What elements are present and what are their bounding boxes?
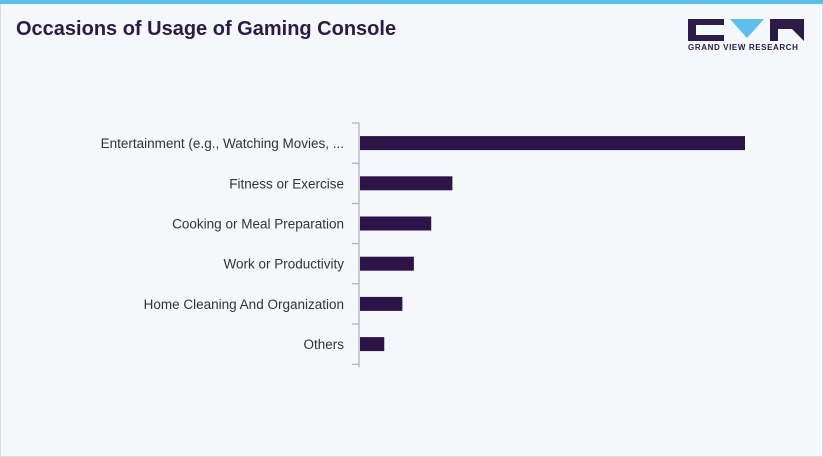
logo-text: GRAND VIEW RESEARCH bbox=[688, 43, 799, 52]
bar bbox=[360, 296, 403, 311]
category-label: Entertainment (e.g., Watching Movies, ..… bbox=[101, 136, 344, 151]
bar bbox=[360, 337, 385, 352]
bar bbox=[360, 256, 414, 271]
category-label: Fitness or Exercise bbox=[229, 176, 344, 191]
category-label: Home Cleaning And Organization bbox=[144, 297, 344, 312]
chart-title: Occasions of Usage of Gaming Console bbox=[16, 18, 397, 40]
category-label: Work or Productivity bbox=[223, 257, 344, 272]
bar bbox=[360, 176, 453, 191]
bar bbox=[360, 136, 745, 151]
accent-bar bbox=[0, 0, 823, 4]
bar bbox=[360, 216, 432, 231]
category-label: Cooking or Meal Preparation bbox=[172, 217, 344, 232]
category-label: Others bbox=[303, 337, 344, 352]
grand-view-research-logo bbox=[688, 19, 804, 41]
